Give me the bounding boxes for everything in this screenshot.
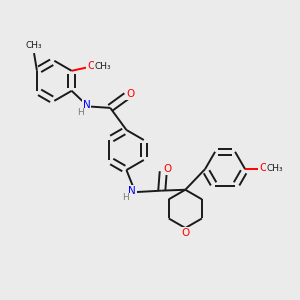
Text: O: O [181,228,190,238]
Text: O: O [259,163,268,173]
Text: O: O [87,61,95,71]
Text: H: H [122,194,129,202]
Text: N: N [83,100,91,110]
Text: O: O [126,89,134,99]
Text: N: N [128,186,136,196]
Text: CH₃: CH₃ [267,164,284,173]
Text: H: H [77,108,84,117]
Text: O: O [163,164,171,174]
Text: CH₃: CH₃ [95,61,112,70]
Text: CH₃: CH₃ [26,41,42,50]
